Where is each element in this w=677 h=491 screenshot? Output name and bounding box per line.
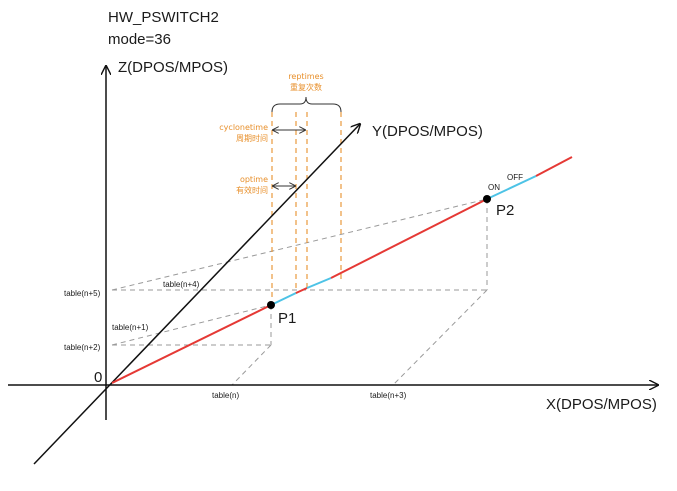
guide-p1-to-table-n: [231, 344, 272, 386]
table-n-label: table(n): [212, 391, 239, 400]
z-axis-label: Z(DPOS/MPOS): [118, 59, 228, 76]
header-mode: mode=36: [108, 31, 171, 48]
path-segment-red-2: [295, 287, 308, 294]
y-axis: [33, 124, 360, 465]
guide-table-n2-to-p1: [111, 304, 272, 346]
timing-guides: [271, 112, 342, 300]
reptimes-label: reptimes: [288, 72, 323, 81]
point-p1-label: P1: [278, 310, 296, 327]
path-segment-red-3: [330, 198, 488, 279]
table-n4-label: table(n+4): [163, 280, 200, 289]
point-p2-label: P2: [496, 202, 514, 219]
path-segment-red-4: [535, 156, 573, 177]
table-n1-label: table(n+1): [112, 323, 149, 332]
optime-label-cn: 有效时间: [236, 185, 268, 195]
guide-p2-to-table-n3: [392, 289, 488, 386]
y-axis-label: Y(DPOS/MPOS): [372, 123, 483, 140]
point-p2-marker: [483, 195, 491, 203]
table-n5-label: table(n+5): [64, 289, 101, 298]
axes: [8, 66, 658, 465]
path-segment-cyan-3: [486, 175, 537, 200]
point-p1-marker: [267, 301, 275, 309]
optime-label: optime: [240, 175, 268, 184]
table-n3-label: table(n+3): [370, 391, 407, 400]
path-segment-cyan-1: [270, 292, 297, 306]
x-axis-label: X(DPOS/MPOS): [546, 396, 657, 413]
origin-label: 0: [94, 369, 102, 386]
reptimes-brace: [271, 96, 342, 113]
path-segment-cyan-2: [306, 277, 332, 289]
guide-table-n5-to-p2: [111, 198, 488, 291]
on-label: ON: [488, 183, 500, 192]
table-n2-label: table(n+2): [64, 343, 101, 352]
cyclonetime-label: cyclonetime: [219, 123, 268, 132]
path-segment-red-1: [111, 304, 272, 384]
cyclonetime-label-cn: 周期时间: [236, 133, 268, 143]
header-title: HW_PSWITCH2: [108, 9, 219, 26]
dashed-guides: [111, 198, 488, 386]
reptimes-label-cn: 重复次数: [290, 82, 322, 92]
motion-path: [111, 156, 573, 384]
off-label: OFF: [507, 173, 523, 182]
